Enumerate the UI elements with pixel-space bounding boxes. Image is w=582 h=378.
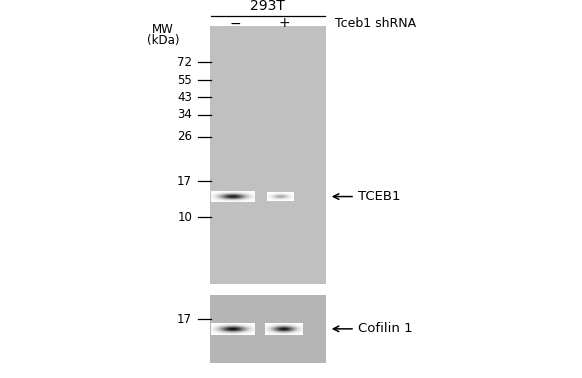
Text: 43: 43 xyxy=(177,91,192,104)
Text: 26: 26 xyxy=(177,130,192,143)
Text: MW: MW xyxy=(152,23,174,36)
Text: TCEB1: TCEB1 xyxy=(358,190,400,203)
Text: 10: 10 xyxy=(177,211,192,224)
Text: 17: 17 xyxy=(177,175,192,188)
Text: 72: 72 xyxy=(177,56,192,69)
Text: Cofilin 1: Cofilin 1 xyxy=(358,322,413,335)
Text: (kDa): (kDa) xyxy=(147,34,179,47)
Text: 34: 34 xyxy=(177,108,192,121)
Text: +: + xyxy=(278,16,290,31)
Bar xyxy=(210,295,326,363)
Bar xyxy=(210,26,326,283)
Text: −: − xyxy=(230,16,242,31)
Text: 17: 17 xyxy=(177,313,192,326)
Text: 293T: 293T xyxy=(250,0,285,13)
Text: Tceb1 shRNA: Tceb1 shRNA xyxy=(335,17,416,30)
Text: 55: 55 xyxy=(178,74,192,87)
